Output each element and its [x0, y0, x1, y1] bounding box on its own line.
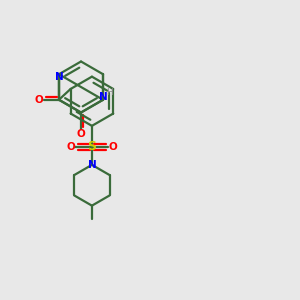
Text: N: N — [88, 160, 96, 170]
Text: O: O — [109, 142, 118, 152]
Text: H: H — [106, 88, 112, 97]
Text: O: O — [76, 128, 85, 139]
Text: O: O — [66, 142, 75, 152]
Text: N: N — [99, 92, 107, 102]
Text: S: S — [87, 140, 96, 153]
Text: O: O — [35, 95, 44, 105]
Text: N: N — [55, 72, 63, 82]
